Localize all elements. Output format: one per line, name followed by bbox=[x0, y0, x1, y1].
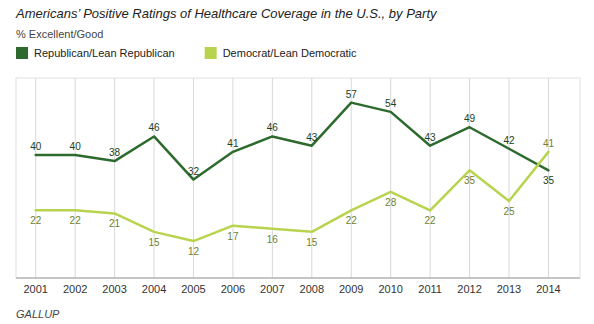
x-tick-label: 2013 bbox=[497, 283, 521, 295]
data-label: 41 bbox=[543, 138, 555, 149]
data-label: 54 bbox=[385, 98, 397, 109]
x-axis-line bbox=[16, 278, 580, 279]
y-axis-label: % Excellent/Good bbox=[16, 28, 103, 40]
data-label: 43 bbox=[425, 132, 437, 143]
x-tick-label: 2012 bbox=[457, 283, 481, 295]
x-tick-label: 2009 bbox=[339, 283, 363, 295]
x-tick-label: 2007 bbox=[260, 283, 284, 295]
data-label: 25 bbox=[503, 206, 515, 217]
data-label: 42 bbox=[503, 135, 515, 146]
data-label: 38 bbox=[109, 147, 121, 158]
x-tick-label: 2003 bbox=[102, 283, 126, 295]
series-line bbox=[36, 103, 549, 180]
grid-line bbox=[311, 78, 312, 278]
data-label: 40 bbox=[70, 141, 82, 152]
data-label: 35 bbox=[543, 175, 555, 186]
data-label: 21 bbox=[109, 218, 121, 229]
legend: Republican/Lean Republican Democrat/Lean … bbox=[16, 47, 357, 59]
grid-line bbox=[35, 78, 36, 278]
x-tick-label: 2005 bbox=[181, 283, 205, 295]
chart: Americans’ Positive Ratings of Healthcar… bbox=[0, 0, 594, 324]
x-tick-label: 2001 bbox=[23, 283, 47, 295]
data-label: 46 bbox=[267, 122, 279, 133]
data-label: 49 bbox=[464, 113, 476, 124]
data-label: 22 bbox=[346, 215, 358, 226]
x-tick-label: 2011 bbox=[418, 283, 442, 295]
series-line bbox=[36, 152, 549, 241]
grid-line bbox=[154, 78, 155, 278]
data-label: 46 bbox=[148, 122, 160, 133]
grid-line bbox=[272, 78, 273, 278]
x-axis: 2001 2002 2003 2004 2005 2006 2007 2008 2009 2010… bbox=[16, 278, 580, 295]
plot-frame bbox=[16, 78, 580, 278]
data-labels: 40 22 40 22 38 21 46 15 32 12 41 17 46 16 43 15 57 22 54 28… bbox=[30, 89, 554, 257]
data-label: 32 bbox=[188, 166, 200, 177]
lines bbox=[36, 103, 549, 241]
source: GALLUP bbox=[16, 308, 60, 320]
data-label: 28 bbox=[385, 197, 397, 208]
title: Americans’ Positive Ratings of Healthcar… bbox=[15, 6, 438, 21]
data-label: 35 bbox=[464, 175, 476, 186]
grid-line bbox=[75, 78, 76, 278]
data-label: 22 bbox=[425, 215, 437, 226]
grid-line bbox=[114, 78, 115, 278]
legend-swatch bbox=[16, 47, 28, 59]
x-tick-label: 2010 bbox=[378, 283, 402, 295]
data-label: 43 bbox=[306, 132, 318, 143]
x-tick-label: 2006 bbox=[221, 283, 245, 295]
grid-line bbox=[509, 78, 510, 278]
data-label: 15 bbox=[148, 237, 160, 248]
x-tick-label: 2004 bbox=[142, 283, 166, 295]
data-label: 41 bbox=[227, 138, 239, 149]
data-label: 40 bbox=[30, 141, 42, 152]
x-tick-label: 2002 bbox=[63, 283, 87, 295]
data-label: 16 bbox=[267, 234, 279, 245]
data-label: 22 bbox=[30, 215, 42, 226]
data-label: 17 bbox=[227, 231, 239, 242]
legend-label: Republican/Lean Republican bbox=[34, 47, 175, 59]
grid-line bbox=[232, 78, 233, 278]
grid bbox=[36, 78, 549, 278]
x-tick-label: 2008 bbox=[300, 283, 324, 295]
x-tick-label: 2014 bbox=[536, 283, 560, 295]
data-label: 22 bbox=[70, 215, 82, 226]
legend-label: Democrat/Lean Democratic bbox=[223, 47, 357, 59]
data-label: 12 bbox=[188, 246, 200, 257]
grid-line bbox=[430, 78, 431, 278]
data-label: 57 bbox=[346, 89, 358, 100]
legend-swatch bbox=[205, 47, 217, 59]
grid-line bbox=[351, 78, 352, 278]
data-label: 15 bbox=[306, 237, 318, 248]
